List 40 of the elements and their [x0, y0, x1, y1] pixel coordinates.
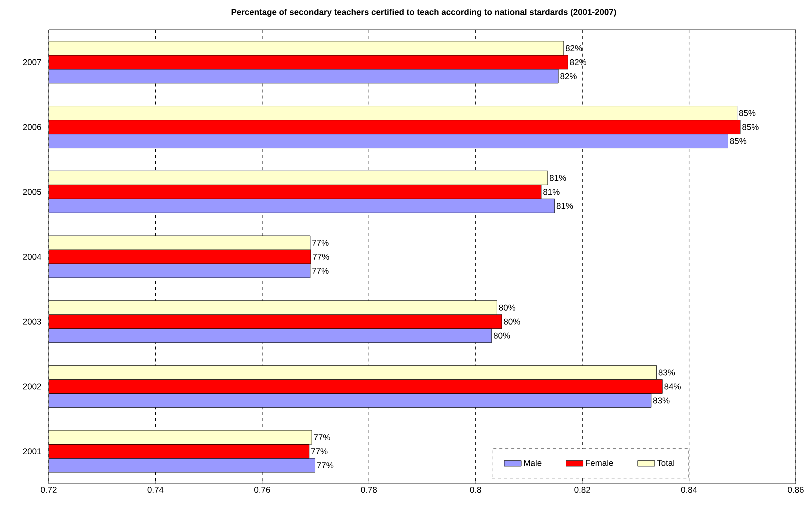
data-label: 77%: [313, 254, 330, 260]
x-tick-label: 0.8: [470, 487, 482, 494]
data-label: 85%: [730, 138, 747, 144]
data-label: 82%: [570, 59, 587, 66]
legend-label: Male: [524, 460, 542, 466]
data-label: 77%: [312, 268, 329, 274]
x-tick-label: 0.86: [788, 487, 804, 494]
legend-label: Total: [657, 460, 674, 466]
data-label: 83%: [653, 398, 670, 404]
data-label: 83%: [658, 370, 676, 376]
x-tick-label: 0.78: [361, 487, 378, 494]
y-tick-label: 2006: [23, 124, 42, 130]
data-label: 81%: [556, 203, 574, 210]
x-tick-label: 0.76: [254, 487, 270, 494]
data-label: 82%: [560, 73, 577, 80]
legend-label: Female: [586, 460, 614, 466]
y-tick-label: 2007: [23, 59, 42, 66]
data-label: 82%: [566, 45, 582, 52]
y-tick-label: 2005: [23, 189, 42, 196]
x-tick-label: 0.74: [148, 487, 164, 494]
x-tick-label: 0.72: [41, 487, 57, 494]
data-label: 77%: [312, 240, 329, 246]
data-label: 85%: [742, 124, 759, 130]
data-label: 77%: [312, 448, 328, 455]
data-label: 80%: [494, 332, 510, 339]
data-label: 85%: [739, 110, 756, 116]
chart-title: Percentage of secondary teachers certified to teach according to national stardards (2001-2007): [232, 9, 616, 17]
data-label: 84%: [664, 384, 681, 390]
x-tick-label: 0.82: [574, 487, 590, 494]
y-tick-label: 2003: [23, 318, 42, 325]
data-label: 77%: [317, 462, 334, 469]
x-tick-label: 0.84: [681, 487, 698, 494]
data-label: 81%: [550, 175, 566, 182]
y-tick-label: 2002: [23, 384, 42, 390]
data-label: 77%: [314, 434, 330, 441]
data-label: 81%: [544, 189, 560, 196]
data-label: 80%: [499, 304, 516, 311]
y-tick-label: 2004: [23, 254, 42, 260]
data-label: 80%: [504, 318, 520, 325]
y-tick-label: 2001: [23, 448, 42, 455]
